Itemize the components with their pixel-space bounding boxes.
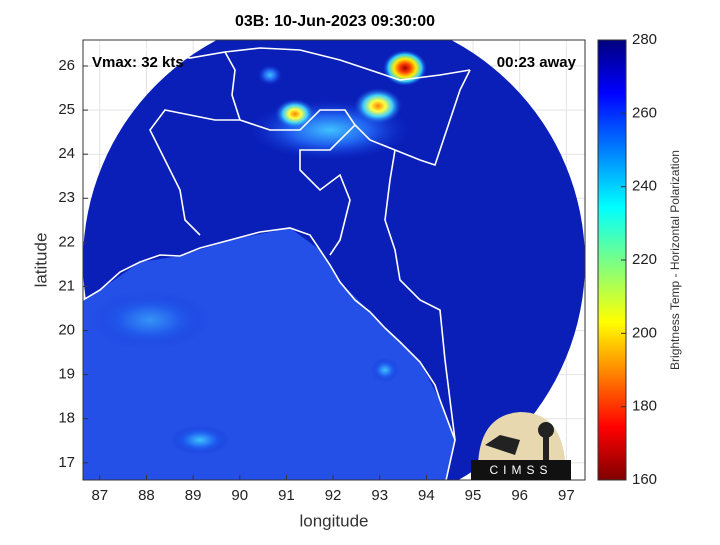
colorbar-axis: 160 180 200 220 240 260 280 <box>621 31 657 488</box>
annotation: Vmax: 32 kts <box>92 54 184 71</box>
plot-frame <box>82 39 586 481</box>
x-tick-label: 87 <box>91 487 108 504</box>
x-axis-label: longitude <box>299 511 368 530</box>
cloud <box>170 425 230 455</box>
chart-title: 03B: 10-Jun-2023 09:30:00 <box>235 13 435 30</box>
cloud <box>90 290 210 350</box>
cloud <box>258 65 282 85</box>
y-tick-label: 17 <box>58 454 75 471</box>
y-tick-label: 20 <box>58 322 75 339</box>
y-tick-label: 25 <box>58 101 75 118</box>
logo-band <box>471 460 571 480</box>
colorbar-tick-label: 240 <box>632 178 657 195</box>
y-tick-label: 22 <box>58 233 75 250</box>
x-tick-label: 91 <box>278 487 295 504</box>
coastline <box>83 41 471 480</box>
x-tick-label: 90 <box>231 487 248 504</box>
x-tick-label: 88 <box>138 487 155 504</box>
x-tick-label: 93 <box>371 487 388 504</box>
logo-text: CIMSS <box>489 463 552 477</box>
colorbar-tick-label: 220 <box>632 251 657 268</box>
y-tick-label: 19 <box>58 366 75 383</box>
y-tick-label: 18 <box>58 410 75 427</box>
axes: 87 88 89 90 91 92 93 94 95 96 97 17 18 19 20 21 22 23 24 25… <box>58 57 574 504</box>
x-tick-label: 92 <box>325 487 342 504</box>
convection <box>275 99 315 129</box>
y-tick-label: 23 <box>58 189 75 206</box>
y-tick-label: 24 <box>58 145 75 162</box>
x-tick-label: 94 <box>418 487 435 504</box>
y-tick-label: 26 <box>58 57 75 74</box>
y-axis-label: latitude <box>31 233 50 288</box>
x-tick-label: 97 <box>558 487 575 504</box>
colorbar-tick-label: 160 <box>632 471 657 488</box>
convection <box>383 50 427 86</box>
colorbar-label: Brightness Temp - Horizontal Polarizatio… <box>668 150 682 370</box>
logo-tower <box>543 430 549 460</box>
colorbar-tick-label: 260 <box>632 104 657 121</box>
colorbar-tick-label: 180 <box>632 398 657 415</box>
satellite-image <box>83 40 585 480</box>
x-tick-label: 89 <box>185 487 202 504</box>
annotation: 00:23 away <box>497 54 577 71</box>
logo-dish <box>485 435 520 455</box>
x-tick-label: 96 <box>511 487 528 504</box>
cloud <box>371 358 399 382</box>
logo: CIMSS <box>471 412 571 480</box>
x-tick-label: 95 <box>465 487 482 504</box>
colorbar-tick-label: 280 <box>632 31 657 48</box>
y-tick-label: 21 <box>58 277 75 294</box>
ocean-region <box>83 228 455 480</box>
convection <box>354 88 402 124</box>
logo-tank <box>538 422 554 438</box>
colorbar-tick-label: 200 <box>632 324 657 341</box>
